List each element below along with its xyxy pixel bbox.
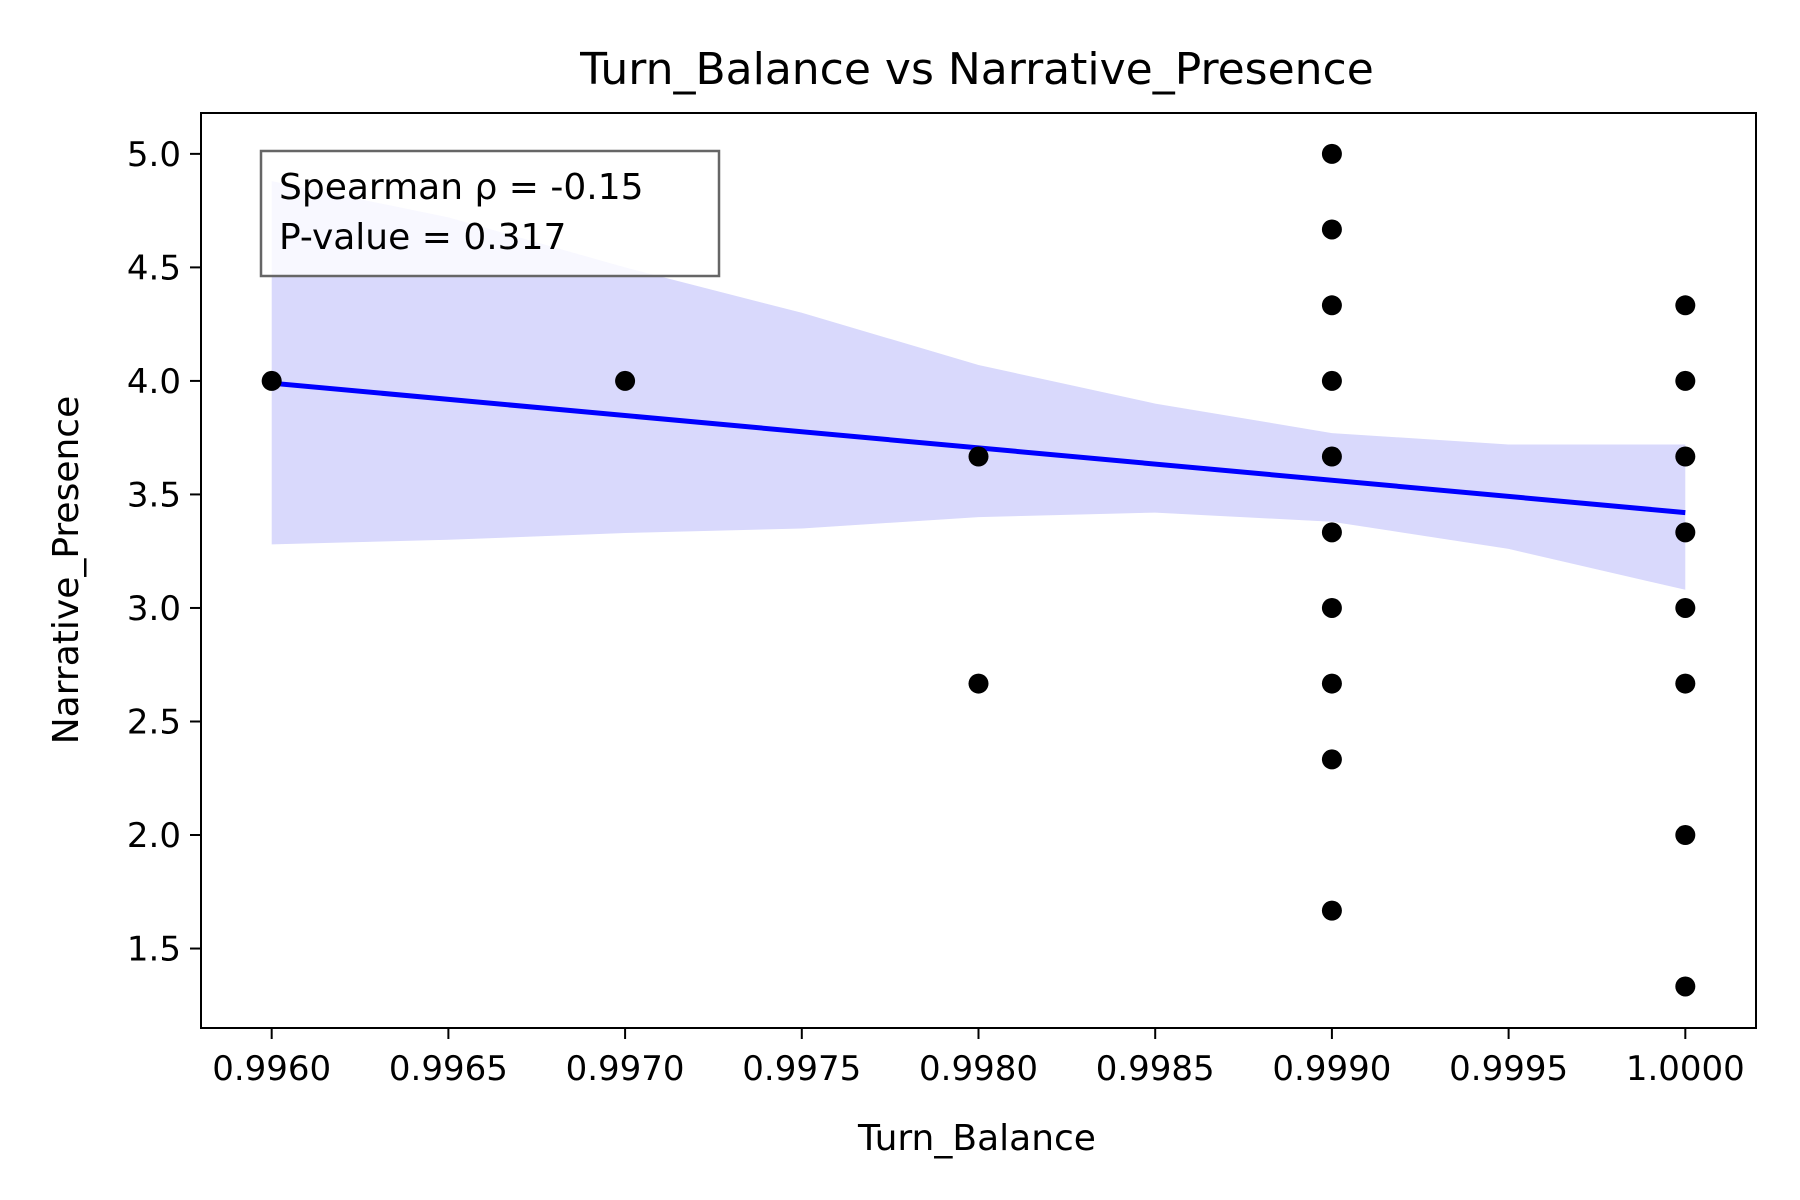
stats-annotation: Spearman ρ = -0.15 P-value = 0.317 [259, 149, 721, 278]
data-point [1321, 749, 1342, 770]
data-point [261, 370, 282, 391]
data-point [1321, 143, 1342, 164]
x-tick-label: 0.9965 [389, 1049, 508, 1089]
data-point [1675, 522, 1696, 543]
y-tick-label: 3.5 [127, 475, 181, 515]
y-tick-label: 4.5 [127, 248, 181, 288]
data-point [1675, 597, 1696, 618]
x-tick-label: 0.9990 [1272, 1049, 1391, 1089]
x-axis: 0.9960 0.9965 0.9970 0.9975 0.9980 0.9985 0.99… [212, 1028, 1745, 1089]
data-point [1321, 522, 1342, 543]
annotation-box [259, 149, 721, 278]
data-point [1321, 900, 1342, 921]
x-axis-label: Turn_Balance [857, 1118, 1096, 1159]
data-point [1675, 825, 1696, 846]
x-tick-label: 0.9995 [1449, 1049, 1568, 1089]
x-tick-label: 0.9960 [212, 1049, 331, 1089]
data-point [968, 673, 989, 694]
x-tick-label: 1.0000 [1626, 1049, 1745, 1089]
y-tick-label: 5.0 [127, 135, 181, 175]
y-tick-label: 2.0 [127, 816, 181, 856]
data-point [1321, 673, 1342, 694]
annotation-line-pvalue: P-value = 0.317 [279, 217, 566, 258]
y-tick-label: 4.0 [127, 362, 181, 402]
data-points [261, 143, 1696, 997]
data-point [1321, 370, 1342, 391]
data-point [968, 446, 989, 467]
data-point [1675, 295, 1696, 316]
data-point [615, 370, 636, 391]
annotation-line-spearman: Spearman ρ = -0.15 [279, 167, 644, 208]
y-tick-label: 2.5 [127, 702, 181, 742]
data-point [1675, 976, 1696, 997]
data-point [1675, 446, 1696, 467]
x-tick-label: 0.9985 [1096, 1049, 1215, 1089]
chart-title: Turn_Balance vs Narrative_Presence [579, 44, 1374, 95]
y-axis-label: Narrative_Presence [46, 396, 87, 745]
data-point [1675, 673, 1696, 694]
confidence-band-area [271, 181, 1686, 590]
data-point [1321, 295, 1342, 316]
data-point [1321, 597, 1342, 618]
y-tick-label: 1.5 [127, 930, 181, 970]
y-axis: 1.5 2.0 2.5 3.0 3.5 4.0 4.5 5.0 [127, 135, 201, 970]
data-point [1675, 370, 1696, 391]
x-tick-label: 0.9980 [919, 1049, 1038, 1089]
y-tick-label: 3.0 [127, 589, 181, 629]
x-tick-label: 0.9975 [742, 1049, 861, 1089]
x-tick-label: 0.9970 [566, 1049, 685, 1089]
data-point [1321, 446, 1342, 467]
confidence-band [271, 181, 1686, 590]
data-point [1321, 219, 1342, 240]
